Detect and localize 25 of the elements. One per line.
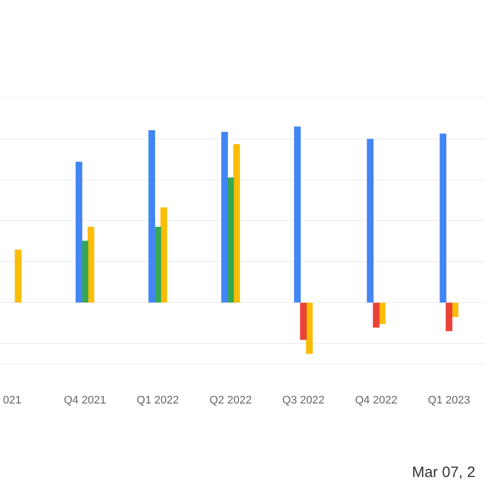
bar (88, 226, 94, 302)
text: Mar 07, 2 (412, 464, 476, 481)
x-tick-label: Q4 2021 (64, 394, 106, 406)
bar (446, 302, 452, 332)
x-tick-label: Q1 2022 (136, 394, 179, 406)
bar (233, 144, 240, 302)
bar (221, 132, 228, 302)
x-tick-label: Q2 2022 (209, 394, 252, 406)
bar (306, 302, 313, 354)
bar (14, 250, 22, 302)
bar (440, 134, 446, 302)
bar (294, 126, 301, 302)
bar (148, 130, 156, 302)
bar (227, 178, 234, 302)
bar (366, 138, 374, 302)
x-tick-label: Q1 2023 (428, 394, 470, 406)
x-tick-label: Q3 2022 (282, 394, 324, 406)
bar (82, 240, 88, 302)
x-tick-label: Q4 2022 (355, 394, 398, 406)
bar (160, 207, 168, 302)
bar (154, 226, 162, 302)
bar (372, 302, 380, 328)
x-tick-label: 021 (2, 394, 22, 406)
bar (76, 162, 82, 302)
bar (300, 302, 307, 340)
